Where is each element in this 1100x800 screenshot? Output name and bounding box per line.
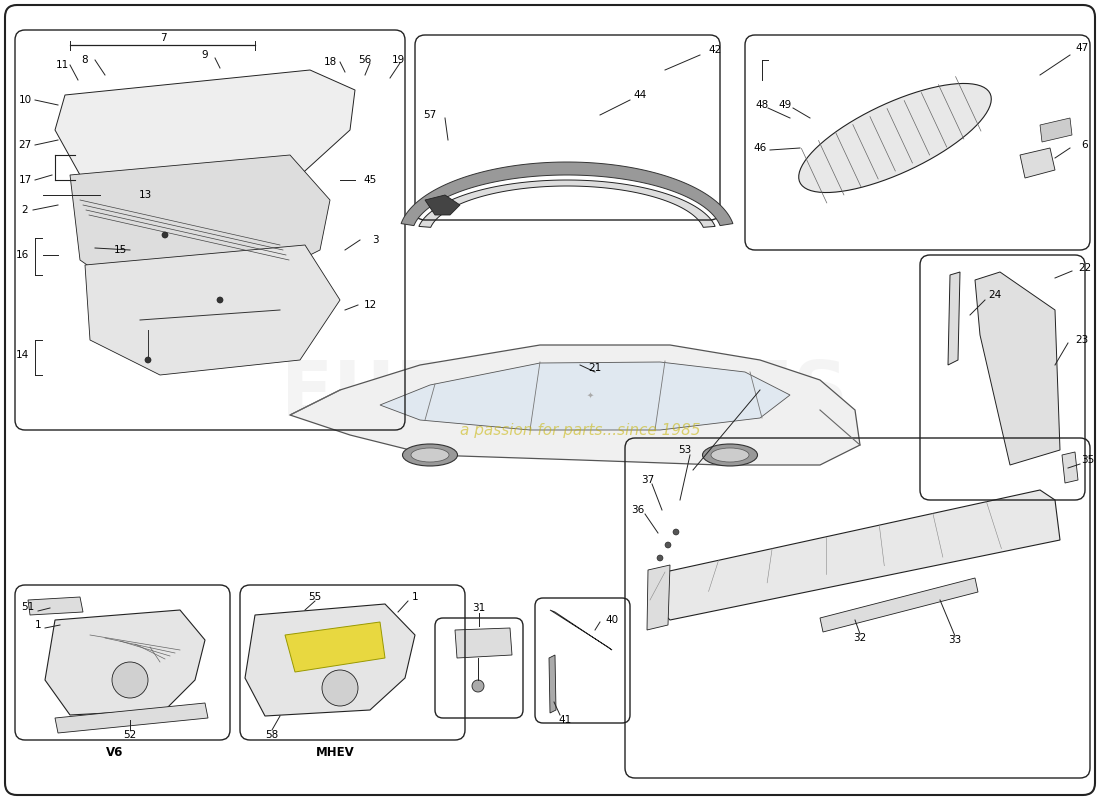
Text: 46: 46 (754, 143, 767, 153)
Text: 53: 53 (679, 445, 692, 455)
Circle shape (673, 529, 679, 535)
Polygon shape (820, 578, 978, 632)
Text: 40: 40 (605, 615, 618, 625)
Polygon shape (975, 272, 1060, 465)
Text: 51: 51 (21, 602, 34, 612)
Circle shape (472, 680, 484, 692)
Ellipse shape (411, 448, 449, 462)
Text: 52: 52 (123, 730, 136, 740)
Text: 45: 45 (363, 175, 376, 185)
Circle shape (217, 297, 223, 303)
Text: 1: 1 (35, 620, 42, 630)
Text: 48: 48 (756, 100, 769, 110)
Text: V6: V6 (107, 746, 123, 758)
Text: MHEV: MHEV (316, 746, 354, 758)
Circle shape (666, 542, 671, 548)
Polygon shape (647, 565, 670, 630)
Text: 31: 31 (472, 603, 485, 613)
Polygon shape (419, 180, 715, 227)
Text: 13: 13 (139, 190, 152, 200)
Circle shape (657, 555, 663, 561)
Text: 10: 10 (19, 95, 32, 105)
Text: 58: 58 (265, 730, 278, 740)
Polygon shape (45, 610, 205, 715)
Text: 57: 57 (424, 110, 437, 120)
Polygon shape (85, 245, 340, 375)
Text: 36: 36 (631, 505, 645, 515)
Polygon shape (245, 604, 415, 716)
Circle shape (145, 357, 151, 363)
Text: 11: 11 (55, 60, 68, 70)
Polygon shape (550, 610, 612, 650)
Polygon shape (549, 655, 556, 713)
Polygon shape (55, 703, 208, 733)
Polygon shape (799, 83, 991, 193)
Ellipse shape (703, 444, 758, 466)
Circle shape (162, 232, 168, 238)
Text: 41: 41 (559, 715, 572, 725)
Text: ✦: ✦ (586, 390, 594, 399)
Text: EUROSPARES: EUROSPARES (282, 358, 848, 432)
Text: 9: 9 (201, 50, 208, 60)
Text: 27: 27 (19, 140, 32, 150)
Text: 21: 21 (588, 363, 602, 373)
Polygon shape (650, 490, 1060, 620)
Polygon shape (425, 195, 460, 215)
Text: 24: 24 (989, 290, 1002, 300)
Text: 47: 47 (1076, 43, 1089, 53)
Polygon shape (55, 70, 355, 200)
Text: 14: 14 (15, 350, 29, 360)
Text: 42: 42 (708, 45, 722, 55)
Text: 16: 16 (15, 250, 29, 260)
Text: 1: 1 (411, 592, 418, 602)
Text: a passion for parts...since 1985: a passion for parts...since 1985 (460, 422, 701, 438)
Circle shape (112, 662, 148, 698)
Text: 18: 18 (323, 57, 337, 67)
Polygon shape (285, 622, 385, 672)
Text: 33: 33 (948, 635, 961, 645)
Polygon shape (455, 628, 512, 658)
Text: 23: 23 (1076, 335, 1089, 345)
Polygon shape (1020, 148, 1055, 178)
Text: 8: 8 (81, 55, 88, 65)
Ellipse shape (711, 448, 749, 462)
Text: 6: 6 (1081, 140, 1088, 150)
Text: 49: 49 (779, 100, 792, 110)
Text: 55: 55 (308, 592, 321, 602)
Polygon shape (402, 162, 733, 226)
Circle shape (322, 670, 358, 706)
Text: 2: 2 (22, 205, 29, 215)
Polygon shape (1040, 118, 1072, 142)
Polygon shape (948, 272, 960, 365)
Text: 15: 15 (113, 245, 127, 255)
Polygon shape (379, 362, 790, 430)
Text: 12: 12 (363, 300, 376, 310)
Text: 37: 37 (641, 475, 654, 485)
Text: 22: 22 (1078, 263, 1091, 273)
Text: 17: 17 (19, 175, 32, 185)
Text: 35: 35 (1081, 455, 1094, 465)
Polygon shape (290, 345, 860, 465)
Text: 19: 19 (392, 55, 405, 65)
Text: 7: 7 (160, 33, 166, 43)
Text: 3: 3 (372, 235, 378, 245)
Text: 44: 44 (634, 90, 647, 100)
Polygon shape (70, 155, 330, 295)
Polygon shape (28, 597, 82, 615)
Polygon shape (1062, 452, 1078, 483)
Text: 32: 32 (854, 633, 867, 643)
Ellipse shape (403, 444, 458, 466)
Text: 56: 56 (359, 55, 372, 65)
